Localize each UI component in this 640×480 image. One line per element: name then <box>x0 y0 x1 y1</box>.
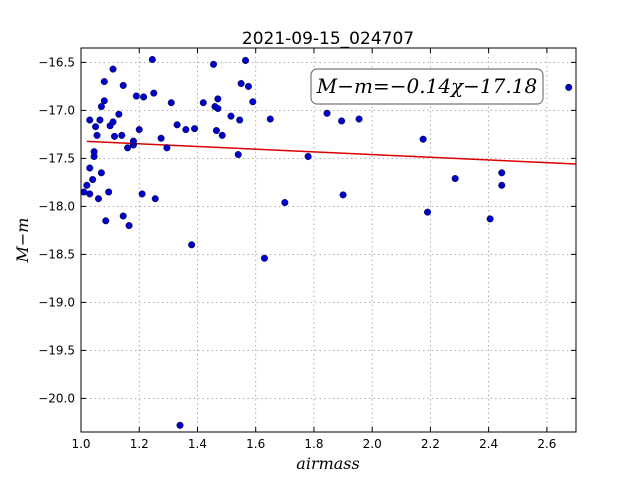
data-point <box>419 135 427 143</box>
data-point <box>90 148 98 156</box>
data-point <box>212 127 220 135</box>
x-tick-label: 2.0 <box>363 437 382 451</box>
x-tick-label: 1.4 <box>188 437 207 451</box>
data-point <box>266 115 274 123</box>
y-tick-label: −17.5 <box>38 151 75 165</box>
data-point <box>214 104 222 112</box>
data-point <box>94 195 102 203</box>
data-point <box>97 103 105 111</box>
x-tick-labels: 1.0 1.2 1.4 1.6 1.8 2.0 2.2 2.4 2.6 <box>71 437 556 451</box>
data-point <box>129 137 137 145</box>
data-point <box>157 134 165 142</box>
data-point <box>338 117 346 125</box>
data-point <box>218 131 226 139</box>
data-point <box>109 65 117 73</box>
data-point <box>138 190 146 198</box>
y-tick-label: −19.5 <box>38 343 75 357</box>
data-point <box>167 99 175 107</box>
data-point <box>339 191 347 199</box>
y-tick-label: −16.5 <box>38 55 75 69</box>
data-point <box>498 181 506 189</box>
data-point <box>237 80 245 88</box>
data-point <box>80 188 88 196</box>
annotation-box <box>310 68 544 105</box>
data-point <box>234 151 242 159</box>
data-point <box>182 126 190 134</box>
data-point <box>304 152 312 160</box>
y-tick-labels: −16.5 −17.0 −17.5 −18.0 −18.5 −19.0 −19.5 −20.0 <box>38 55 75 405</box>
data-point <box>242 56 250 64</box>
data-point <box>355 115 363 123</box>
data-point <box>191 125 199 133</box>
data-point <box>424 208 432 216</box>
data-point <box>260 254 268 262</box>
data-point <box>86 164 94 172</box>
data-point <box>105 188 113 196</box>
data-point <box>199 99 207 107</box>
data-point <box>86 190 94 198</box>
data-point <box>151 195 159 203</box>
data-point <box>176 421 184 429</box>
fit-equation: M−m=−0.14χ−17.18 <box>316 74 537 98</box>
x-tick-label: 1.8 <box>304 437 323 451</box>
data-point <box>140 93 148 101</box>
x-tick-label: 1.6 <box>246 437 265 451</box>
data-point <box>173 121 181 129</box>
data-point <box>148 56 156 64</box>
data-point <box>323 109 331 117</box>
x-tick-label: 2.4 <box>479 437 498 451</box>
y-axis-label: M−m <box>13 218 32 264</box>
data-point <box>132 92 140 100</box>
data-point <box>125 222 133 230</box>
data-point <box>92 123 100 131</box>
data-point <box>209 60 217 68</box>
data-point <box>244 82 252 90</box>
data-point <box>109 118 117 126</box>
data-point <box>102 217 110 225</box>
y-tick-label: −17.0 <box>38 103 75 117</box>
data-point <box>118 131 126 139</box>
chart-title: 2021-09-15_024707 <box>242 29 414 49</box>
data-point <box>214 95 222 103</box>
data-point <box>115 110 123 118</box>
y-tick-label: −18.5 <box>38 247 75 261</box>
data-point <box>188 241 196 249</box>
data-point <box>565 83 573 91</box>
data-point <box>100 78 108 86</box>
data-point <box>486 215 494 223</box>
x-tick-label: 2.6 <box>537 437 556 451</box>
data-point <box>236 116 244 124</box>
data-point <box>86 116 94 124</box>
data-point <box>110 132 118 140</box>
axis-ticks <box>80 48 576 432</box>
data-point <box>83 181 91 189</box>
data-point <box>97 169 105 177</box>
data-point <box>119 81 127 89</box>
x-tick-label: 2.2 <box>421 437 440 451</box>
x-tick-label: 1.0 <box>71 437 90 451</box>
data-point <box>135 126 143 134</box>
data-point <box>89 176 97 184</box>
data-point <box>96 116 104 124</box>
y-tick-label: −20.0 <box>38 391 75 405</box>
data-point <box>163 144 171 152</box>
data-point <box>124 144 132 152</box>
plot-frame <box>80 47 577 433</box>
x-tick-label: 1.2 <box>130 437 149 451</box>
y-tick-label: −18.0 <box>38 199 75 213</box>
y-tick-label: −19.0 <box>38 295 75 309</box>
data-points <box>80 56 573 429</box>
data-point <box>150 89 158 97</box>
data-point <box>119 212 127 220</box>
data-point <box>249 98 257 106</box>
data-point <box>93 131 101 139</box>
data-point <box>227 112 235 120</box>
data-point <box>281 199 289 207</box>
data-point <box>100 97 108 105</box>
x-axis-label: airmass <box>296 454 359 473</box>
data-point <box>498 169 506 177</box>
data-point <box>451 175 459 183</box>
